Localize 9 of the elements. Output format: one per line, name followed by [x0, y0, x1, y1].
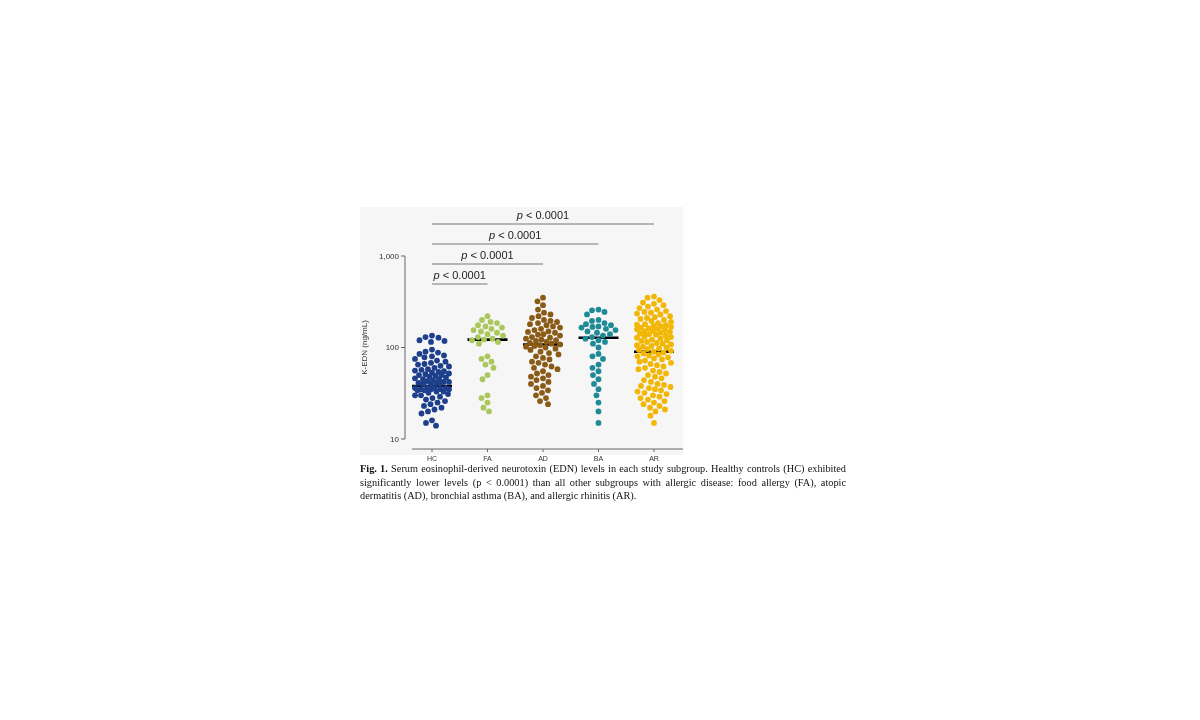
annotation: p < 0.0001	[460, 249, 514, 261]
y-axis-title: K-EDN (ng/mL)	[360, 319, 369, 375]
caption: Fig. 1. Serum eosinophil-derived neurotoxin (EDN) levels in each study subgroup. Healthy controls (HC) exhibited significantly lower levels (p < 0.0001) than all other subgroups with allergic disease: food allergy (FA), atopic dermatitis (AD), bronchial asthma (BA), and allergic rhinitis (AR).	[360, 463, 847, 501]
y-tick-label: 10	[390, 434, 400, 444]
text: p < 0.0001	[515, 209, 570, 221]
text: p < 0.0001	[488, 229, 542, 241]
y-tick-label: 1,000	[378, 251, 400, 261]
y-tick-label: 100	[385, 343, 400, 353]
annotation: p < 0.0001	[432, 269, 486, 281]
